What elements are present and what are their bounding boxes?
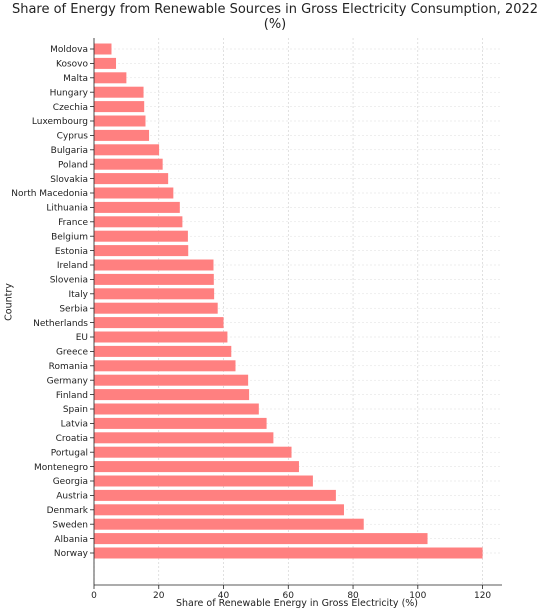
bar-romania [94, 360, 236, 372]
bar-malta [94, 72, 127, 84]
y-tick-label: Serbia [59, 304, 88, 314]
y-tick-label: Montenegro [34, 463, 88, 473]
y-tick-label: Portugal [51, 448, 88, 458]
x-axis-title: Share of Renewable Energy in Gross Elect… [175, 598, 419, 609]
bar-slovenia [94, 273, 214, 285]
y-tick-label: Malta [63, 74, 88, 84]
chart-title: Share of Energy from Renewable Sources i… [11, 2, 539, 32]
bar-sweden [94, 518, 364, 530]
y-tick-label: Moldova [50, 45, 88, 55]
bar-north-macedonia [94, 187, 174, 199]
y-tick-label: Belgium [51, 232, 88, 242]
y-tick-label: Croatia [56, 434, 88, 444]
y-tick-label: Luxembourg [32, 117, 88, 127]
bar-denmark [94, 504, 344, 516]
y-tick-label: Romania [49, 362, 88, 372]
y-tick-label: Spain [63, 405, 88, 415]
y-tick-label: Sweden [52, 520, 88, 530]
y-tick-label: Estonia [55, 247, 88, 257]
bar-norway [94, 547, 483, 559]
bar-france [94, 216, 183, 228]
grid-lines [93, 38, 502, 585]
y-tick-label: Norway [54, 549, 89, 559]
bar-austria [94, 489, 336, 501]
y-tick-label: EU [76, 333, 88, 343]
bar-moldova [94, 43, 112, 55]
y-tick-label: Italy [68, 290, 88, 300]
bar-estonia [94, 245, 189, 257]
bar-montenegro [94, 461, 299, 473]
y-tick-label: Greece [56, 348, 88, 358]
y-tick-label: Lithuania [46, 204, 88, 214]
bar-netherlands [94, 317, 224, 329]
y-tick-label: Austria [56, 492, 88, 502]
bar-slovakia [94, 173, 169, 185]
y-tick-label: Cyprus [57, 132, 89, 142]
bar-czechia [94, 101, 145, 113]
bar-kosovo [94, 57, 117, 69]
bar-serbia [94, 302, 218, 314]
y-tick-label: Czechia [53, 103, 88, 113]
x-tick-label: 20 [153, 591, 165, 601]
x-tick-label: 120 [474, 591, 491, 601]
bar-spain [94, 403, 259, 415]
y-tick-label: France [58, 218, 88, 228]
y-tick-label: Hungary [50, 88, 89, 98]
bar-italy [94, 288, 215, 300]
x-tick-label: 100 [409, 591, 426, 601]
x-tick-label: 0 [91, 591, 97, 601]
y-tick-label: Latvia [61, 420, 88, 430]
bar-georgia [94, 475, 313, 487]
bar-latvia [94, 417, 267, 429]
x-tick-label: 40 [218, 591, 230, 601]
y-tick-label: Bulgaria [51, 146, 88, 156]
bar-croatia [94, 432, 274, 444]
y-tick-label: Slovakia [50, 175, 88, 185]
x-tick-label: 80 [347, 591, 359, 601]
y-tick-label: Finland [56, 391, 88, 401]
y-tick-label: Slovenia [50, 276, 88, 286]
y-tick-label: Albania [54, 535, 88, 545]
bar-lithuania [94, 201, 180, 213]
bar-portugal [94, 446, 292, 458]
bar-greece [94, 345, 232, 357]
bar-bulgaria [94, 144, 160, 156]
y-tick-label: Kosovo [56, 60, 88, 70]
bar-eu [94, 331, 228, 343]
bar-germany [94, 374, 249, 386]
y-tick-label: North Macedonia [11, 189, 88, 199]
bar-albania [94, 533, 428, 545]
axes: 0 20 40 60 80 100 120 Moldova Kosovo Malta Hungary… [11, 38, 502, 601]
y-tick-label: Ireland [57, 261, 88, 271]
bar-luxembourg [94, 115, 146, 127]
y-tick-label: Netherlands [33, 319, 88, 329]
y-tick-label: Denmark [47, 506, 89, 516]
bars [94, 43, 483, 559]
y-tick-label: Germany [47, 376, 89, 386]
bar-poland [94, 158, 163, 170]
bar-hungary [94, 86, 144, 98]
bar-ireland [94, 259, 214, 271]
x-tick-label: 60 [283, 591, 295, 601]
y-tick-label: Georgia [53, 477, 88, 487]
bar-belgium [94, 230, 188, 242]
y-tick-label: Poland [58, 160, 88, 170]
bar-cyprus [94, 129, 150, 141]
bar-finland [94, 389, 250, 401]
